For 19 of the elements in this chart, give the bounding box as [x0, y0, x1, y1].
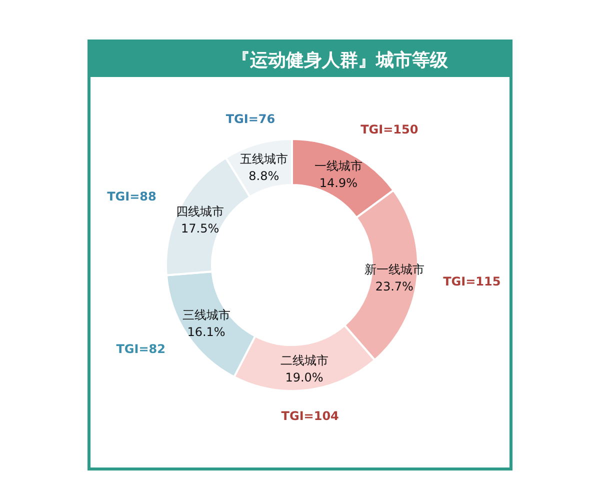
text: TGI=82	[116, 342, 166, 356]
slice-label: 四线城市	[176, 204, 224, 219]
slice-label: 一线城市	[314, 159, 362, 174]
chart-title: 『运动健身人群』城市等级	[232, 50, 449, 71]
text: TGI=76	[226, 112, 276, 126]
data-label: 16.1%	[187, 325, 226, 340]
slice-label: 二线城市	[280, 353, 328, 368]
slice-label: 五线城市	[240, 152, 288, 166]
data-label: 8.8%	[248, 168, 280, 183]
text: TGI=150	[360, 122, 418, 136]
data-label: 23.7%	[375, 279, 414, 294]
data-label: 14.9%	[319, 176, 358, 190]
slice-label: 三线城市	[182, 308, 230, 322]
text: TGI=104	[281, 408, 339, 423]
data-label: 17.5%	[181, 222, 220, 236]
text: TGI=115	[443, 274, 501, 289]
slice-label: 新一线城市	[364, 262, 424, 276]
text: TGI=88	[107, 189, 156, 204]
data-label: 19.0%	[285, 370, 324, 384]
